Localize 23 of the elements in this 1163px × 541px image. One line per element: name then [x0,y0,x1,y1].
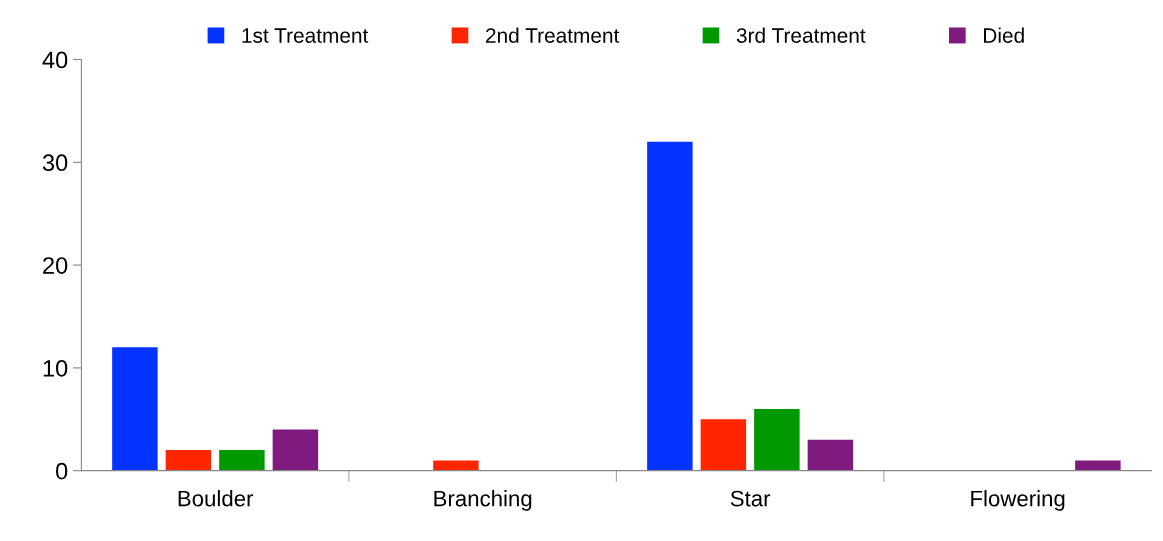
bar [1075,460,1121,471]
bar [754,409,800,471]
y-tick-label: 40 [42,51,68,69]
bar [700,419,747,471]
legend-label: Died [984,27,1024,43]
bar [165,450,212,471]
x-tick-label: Flowering [971,490,1065,511]
bar [807,439,854,471]
y-tick-label: 30 [42,154,68,172]
bar [112,347,158,471]
bar [433,460,479,471]
y-tick-label: 10 [43,359,68,377]
bar [272,429,319,471]
x-tick-label: Star [730,490,771,507]
y-tick-label: 0 [56,462,68,480]
legend-label: 2nd Treatment [486,27,620,43]
legend-label: 1st Treatment [242,28,369,43]
bar [219,450,265,471]
legend-label: 3rd Treatment [736,27,866,43]
y-tick-label: 20 [43,257,68,274]
x-tick-label: Boulder [178,490,254,507]
bar [647,141,693,471]
x-tick-label: Branching [434,490,532,511]
